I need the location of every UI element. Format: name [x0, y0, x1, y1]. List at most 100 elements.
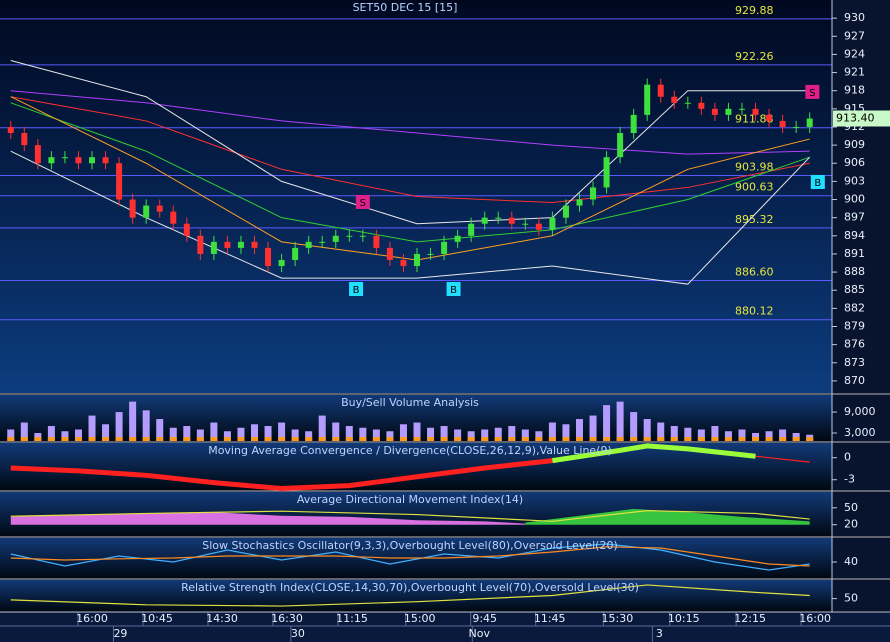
x-tick-label: 12:15 [734, 612, 766, 625]
y-tick-label: 50 [844, 592, 858, 605]
y-tick-label: 906 [844, 156, 865, 169]
volume-bar [738, 429, 746, 441]
volume-bar [359, 427, 367, 441]
candle-body [644, 84, 651, 115]
panel-title: Moving Average Convergence / Divergence(… [208, 444, 612, 457]
y-tick-label: 888 [844, 265, 865, 278]
signal-marker [810, 174, 825, 189]
volume-bar [278, 422, 286, 441]
candle-body [129, 199, 136, 218]
candle-body [7, 126, 14, 134]
volume-bar [7, 429, 15, 441]
indicator-line [10, 584, 810, 607]
volume-bar [169, 427, 177, 441]
volume-bar [264, 426, 272, 441]
overlay-line [10, 59, 810, 225]
candle-body [102, 157, 109, 164]
volume-base [521, 437, 529, 441]
signal-label: B [814, 178, 821, 189]
volume-base [7, 437, 15, 441]
volume-base [548, 437, 556, 441]
volume-base [237, 437, 245, 441]
candle-body [210, 241, 217, 254]
axis-background [832, 580, 890, 611]
volume-bar [440, 426, 448, 441]
x-tick-label: 10:15 [668, 612, 700, 625]
candle-body [657, 84, 664, 97]
level-label: 903.98 [735, 160, 774, 173]
volume-bar [562, 424, 570, 441]
candle-body [170, 211, 177, 224]
axis-background [832, 492, 890, 536]
volume-base [616, 437, 624, 441]
volume-base [806, 437, 814, 441]
y-tick-label: 879 [844, 319, 865, 332]
x-tick-label: 14:30 [206, 612, 238, 625]
volume-bar [657, 422, 665, 441]
volume-bar [61, 431, 69, 441]
chart-title: SET50 DEC 15 [15] [353, 1, 458, 14]
volume-base [697, 437, 705, 441]
last-price-box [833, 110, 890, 127]
volume-base [156, 437, 164, 441]
volume-base [332, 437, 340, 441]
volume-bar [616, 401, 624, 441]
volume-bar [697, 429, 705, 441]
volume-base [88, 437, 96, 441]
volume-base [427, 437, 435, 441]
overlay-line [10, 102, 810, 243]
y-tick-label: 897 [844, 211, 865, 224]
volume-bar [210, 422, 218, 441]
volume-bar [305, 431, 313, 441]
volume-base [711, 437, 719, 441]
candle-body [265, 247, 272, 267]
volume-base [440, 437, 448, 441]
volume-bar [630, 412, 638, 441]
volume-bar [427, 427, 435, 441]
candle-body [237, 241, 244, 248]
candle-body [725, 108, 732, 115]
signal-label: B [353, 285, 360, 296]
candle-body [454, 235, 461, 242]
volume-bar [386, 431, 394, 441]
y-tick-label: 9,000 [844, 405, 876, 418]
date-label: Nov [469, 627, 491, 640]
candle-body [711, 108, 718, 115]
candle-body [414, 253, 420, 267]
volume-bar [603, 405, 611, 441]
volume-base [792, 437, 800, 441]
volume-base [47, 437, 55, 441]
candle-body [34, 145, 41, 164]
signal-marker [805, 84, 820, 99]
level-label: 922.26 [735, 50, 774, 63]
volume-base [61, 437, 69, 441]
volume-base [210, 437, 218, 441]
y-tick-label: 3,000 [844, 426, 876, 439]
volume-base [684, 437, 692, 441]
volume-bar [332, 422, 340, 441]
signal-marker [349, 282, 364, 297]
volume-bar [765, 431, 773, 441]
candle-body [508, 217, 515, 224]
axis-background [832, 395, 890, 441]
candle-body [89, 157, 96, 164]
signal-label: S [360, 198, 366, 209]
volume-base [535, 437, 543, 441]
volume-base [291, 437, 299, 441]
volume-bar [47, 426, 55, 441]
y-tick-label: 894 [844, 229, 865, 242]
candle-body [305, 241, 312, 248]
candle-body [738, 108, 745, 110]
overlay-line [10, 96, 810, 204]
candle-body [684, 102, 691, 104]
volume-base [129, 437, 137, 441]
x-tick-label: 11:45 [534, 612, 566, 625]
y-tick-label: 876 [844, 338, 865, 351]
last-price-label: 913.40 [836, 112, 875, 125]
candle-body [671, 96, 678, 103]
volume-bar [183, 426, 191, 441]
y-tick-label: 924 [844, 47, 865, 60]
volume-base [223, 437, 231, 441]
volume-base [643, 437, 651, 441]
candle-body [806, 118, 813, 127]
